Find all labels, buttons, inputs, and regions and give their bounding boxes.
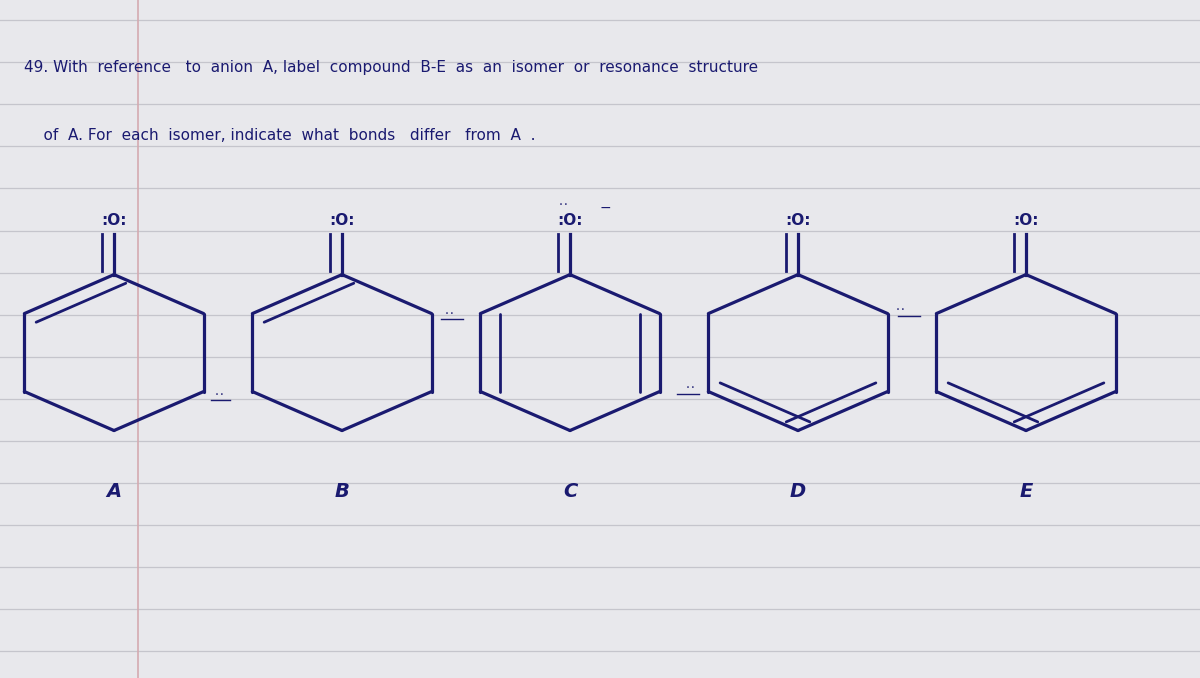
Text: ··: ··: [444, 308, 455, 319]
Text: of  A. For  each  isomer, indicate  what  bonds   differ   from  A  .: of A. For each isomer, indicate what bon…: [24, 128, 535, 143]
Text: :O:: :O:: [1013, 212, 1039, 228]
Text: 49. With  reference   to  anion  A, label  compound  B-E  as  an  isomer  or  re: 49. With reference to anion A, label com…: [24, 60, 758, 75]
Text: C: C: [563, 482, 577, 501]
Text: ··: ··: [895, 305, 906, 315]
Text: :O:: :O:: [557, 212, 583, 228]
Text: ··: ··: [685, 383, 696, 393]
Text: :O:: :O:: [785, 212, 811, 228]
Text: A: A: [107, 482, 121, 501]
Text: B: B: [335, 482, 349, 501]
Text: ··: ··: [558, 200, 570, 210]
Text: ··: ··: [214, 390, 224, 400]
Text: −: −: [600, 201, 612, 215]
Text: D: D: [790, 482, 806, 501]
Text: E: E: [1019, 482, 1033, 501]
Text: :O:: :O:: [329, 212, 355, 228]
Text: :O:: :O:: [101, 212, 127, 228]
